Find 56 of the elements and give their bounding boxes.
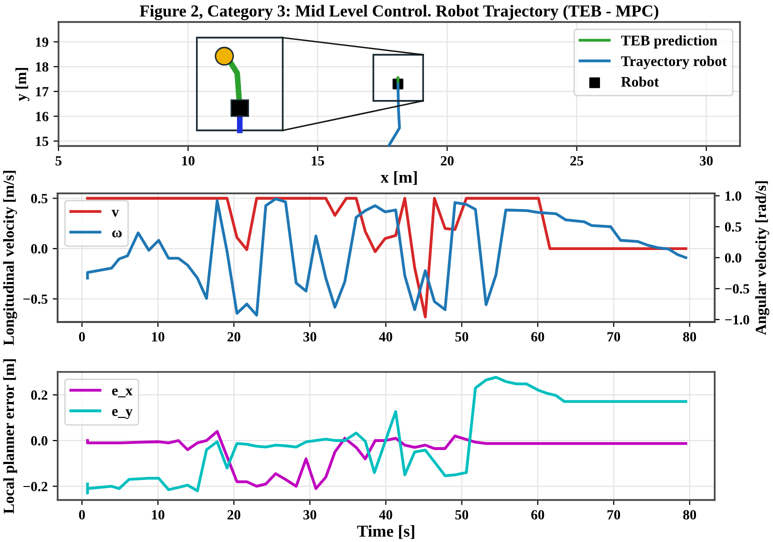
legend-label: e_x: [112, 388, 133, 398]
x-tick-label: 30: [303, 510, 316, 520]
y-tick-label: 0.5: [31, 194, 48, 204]
x-tick-label: 80: [683, 332, 696, 342]
y-tick-label: 0.0: [31, 436, 48, 446]
y2-tick-label: 0.5: [724, 222, 742, 232]
x-tick-label: 80: [683, 510, 696, 520]
x-tick-label: 20: [228, 332, 240, 342]
y-tick-label: 0.0: [31, 244, 48, 254]
y-tick-label: 16: [36, 112, 48, 122]
x-tick-label: 0: [79, 510, 85, 520]
legend-label: TEB prediction: [621, 35, 718, 48]
x-tick-label: 60: [531, 510, 544, 520]
x-tick-label: 10: [152, 510, 164, 520]
x-tick-label: 10: [182, 156, 194, 166]
legend-label: Robot: [621, 76, 659, 87]
legend-label: v: [112, 210, 119, 217]
y2-tick-label: −0.5: [725, 284, 750, 294]
y2-axis-title: Angular velocity [rad/s]: [755, 181, 770, 336]
x-tick-label: 60: [531, 332, 544, 342]
y2-tick-label: 0.0: [724, 253, 742, 263]
legend-label: ω: [112, 230, 122, 238]
y-tick-label: 15: [36, 136, 48, 146]
y2-tick-label: 1.0: [726, 191, 742, 201]
y2-tick-label: −1.0: [725, 315, 750, 325]
x-tick-label: 5: [56, 156, 62, 166]
x-tick-label: 20: [440, 156, 454, 166]
y-axis-title: y [m]: [15, 68, 30, 102]
chart-title: Figure 2, Category 3: Mid Level Control. Robot Trajectory (TEB - MPC): [140, 4, 658, 20]
x-tick-label: 50: [455, 510, 468, 520]
line-series: [86, 376, 688, 495]
legend-label: Trayectory robot: [621, 56, 727, 70]
y-tick-label: 19: [36, 37, 48, 47]
y-tick-label: −0.5: [23, 294, 48, 304]
x-tick-label: 50: [455, 332, 468, 342]
x-axis-title: x [m]: [380, 171, 417, 185]
x-tick-label: 20: [228, 510, 240, 520]
y-axis-title: Longitudinal velocity [m/s]: [3, 170, 18, 346]
y-tick-label: 17: [36, 87, 48, 96]
legend-label: e_y: [112, 409, 133, 420]
y-tick-label: −0.2: [23, 482, 48, 492]
x-tick-label: 30: [303, 332, 316, 342]
x-tick-label: 70: [608, 332, 620, 342]
x-tick-label: 70: [608, 510, 620, 520]
x-tick-label: 10: [152, 332, 164, 342]
line-series: [86, 430, 688, 490]
x-tick-label: 30: [700, 156, 713, 166]
x-tick-label: 40: [379, 510, 392, 520]
x-tick-label: 0: [79, 332, 85, 342]
y-axis-title: Local planner error [m]: [3, 359, 18, 514]
x-tick-label: 25: [570, 156, 584, 166]
x-axis-title: Time [s]: [357, 525, 414, 539]
x-tick-label: 40: [379, 332, 392, 342]
x-tick-label: 15: [312, 156, 324, 166]
y-tick-label: 0.2: [31, 390, 48, 400]
y-tick-label: 18: [36, 62, 48, 72]
